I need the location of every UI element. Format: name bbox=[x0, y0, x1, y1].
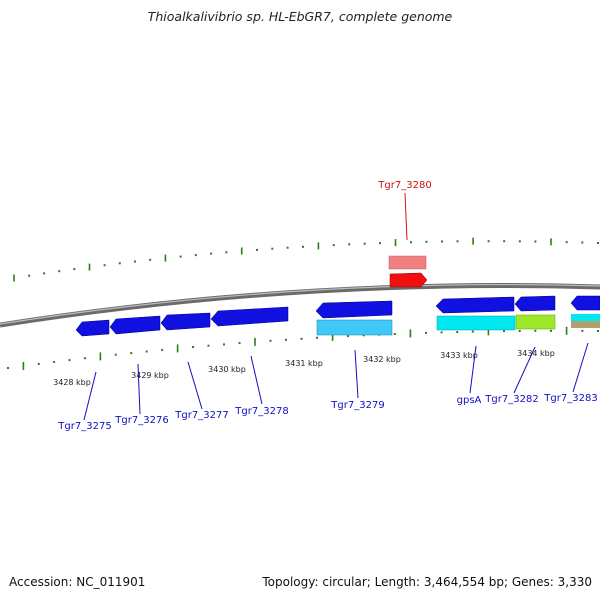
cds-tgr7-3279[interactable] bbox=[316, 319, 393, 336]
gene-label-tgr7-3278[interactable]: Tgr7_3278 bbox=[234, 406, 288, 417]
leader-line bbox=[187, 361, 203, 410]
gene-tgr7-3283[interactable] bbox=[570, 295, 600, 328]
gene-label-gpsa[interactable]: gpsA bbox=[457, 395, 482, 406]
scale-label: 3431 kbp bbox=[285, 359, 323, 368]
cds-tgr7-3280[interactable] bbox=[388, 255, 427, 270]
gene-tgr7-3280[interactable] bbox=[388, 255, 428, 288]
gene-label-tgr7-3277[interactable]: Tgr7_3277 bbox=[174, 410, 228, 421]
leader-line bbox=[354, 349, 359, 399]
accession-text: Accession: NC_011901 bbox=[9, 575, 146, 589]
gene-tgr7-3277[interactable] bbox=[160, 312, 211, 331]
gene-tgr7-3279[interactable] bbox=[315, 300, 393, 336]
genome-backbone bbox=[0, 283, 600, 328]
leader-line bbox=[513, 346, 536, 394]
leader-line bbox=[572, 342, 589, 393]
cds-tgr7-3282[interactable] bbox=[515, 314, 556, 330]
inner-scale-ticks bbox=[7, 326, 599, 370]
cds-gpsa[interactable] bbox=[436, 315, 516, 331]
gene-gpsa[interactable] bbox=[435, 296, 516, 331]
topology-text: Topology: circular; Length: 3,464,554 bp… bbox=[262, 575, 592, 589]
leader-line bbox=[469, 345, 477, 394]
scale-label: 3430 kbp bbox=[208, 365, 246, 374]
scale-label: 3429 kbp bbox=[131, 371, 169, 380]
scale-label: 3432 kbp bbox=[363, 355, 401, 364]
gene-tgr7-3275[interactable] bbox=[75, 319, 110, 337]
gene-label-tgr7-3276[interactable]: Tgr7_3276 bbox=[114, 415, 168, 426]
cds-tgr7-3283-b[interactable] bbox=[571, 321, 600, 328]
scale-label: 3433 kbp bbox=[440, 351, 478, 360]
gene-label-tgr7-3282[interactable]: Tgr7_3282 bbox=[484, 394, 538, 405]
gene-tgr7-3282[interactable] bbox=[514, 295, 556, 330]
gene-tgr7-3278[interactable] bbox=[210, 306, 289, 327]
scale-label: 3434 kbp bbox=[517, 349, 555, 358]
cds-tgr7-3283-a[interactable] bbox=[571, 314, 600, 321]
gene-label-tgr7-3275[interactable]: Tgr7_3275 bbox=[57, 421, 111, 432]
leader-line bbox=[83, 371, 97, 421]
gene-tgr7-3276[interactable] bbox=[109, 315, 161, 335]
leader-line bbox=[404, 192, 408, 241]
map-title: Thioalkalivibrio sp. HL-EbGR7, complete … bbox=[147, 9, 453, 24]
gene-label-tgr7-3283[interactable]: Tgr7_3283 bbox=[543, 393, 597, 404]
gene-label-tgr7-3280[interactable]: Tgr7_3280 bbox=[377, 180, 431, 191]
scale-label: 3428 kbp bbox=[53, 378, 91, 387]
leader-line bbox=[250, 355, 263, 405]
outer-scale-ticks bbox=[13, 237, 599, 282]
gene-label-tgr7-3279[interactable]: Tgr7_3279 bbox=[330, 400, 384, 411]
leader-line bbox=[137, 363, 141, 415]
